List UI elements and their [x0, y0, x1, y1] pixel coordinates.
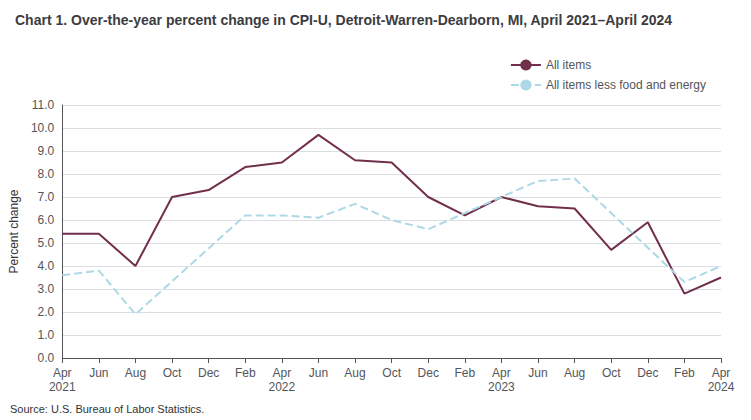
svg-text:Apr: Apr — [53, 366, 72, 380]
svg-text:Aug: Aug — [125, 366, 146, 380]
svg-text:Dec: Dec — [637, 366, 658, 380]
svg-text:Jun: Jun — [528, 366, 547, 380]
svg-text:2021: 2021 — [49, 380, 76, 394]
svg-text:Oct: Oct — [163, 366, 182, 380]
svg-text:11.0: 11.0 — [32, 98, 55, 112]
svg-text:All items: All items — [546, 58, 591, 72]
svg-text:9.0: 9.0 — [38, 144, 55, 158]
svg-text:Feb: Feb — [235, 366, 256, 380]
svg-text:1.0: 1.0 — [38, 328, 55, 342]
svg-text:Apr: Apr — [492, 366, 511, 380]
svg-text:Apr: Apr — [272, 366, 291, 380]
svg-text:Oct: Oct — [382, 366, 401, 380]
svg-text:Aug: Aug — [564, 366, 585, 380]
svg-text:All items less food and energy: All items less food and energy — [546, 78, 706, 92]
svg-text:5.0: 5.0 — [38, 236, 55, 250]
svg-text:Percent change: Percent change — [7, 189, 21, 273]
svg-text:6.0: 6.0 — [38, 213, 55, 227]
svg-text:Dec: Dec — [418, 366, 439, 380]
svg-text:3.0: 3.0 — [38, 282, 55, 296]
svg-text:Oct: Oct — [602, 366, 621, 380]
svg-text:Chart 1. Over-the-year percent: Chart 1. Over-the-year percent change in… — [15, 12, 672, 28]
svg-text:2.0: 2.0 — [38, 305, 55, 319]
svg-text:7.0: 7.0 — [38, 190, 55, 204]
svg-text:Source: U.S. Bureau of Labor S: Source: U.S. Bureau of Labor Statistics. — [10, 403, 204, 415]
svg-text:Feb: Feb — [454, 366, 475, 380]
svg-text:Jun: Jun — [89, 366, 108, 380]
svg-text:8.0: 8.0 — [38, 167, 55, 181]
svg-text:4.0: 4.0 — [38, 259, 55, 273]
svg-text:2023: 2023 — [488, 380, 515, 394]
svg-text:Feb: Feb — [674, 366, 695, 380]
svg-text:10.0: 10.0 — [31, 121, 55, 135]
svg-text:0.0: 0.0 — [38, 351, 55, 365]
svg-text:Aug: Aug — [344, 366, 365, 380]
svg-text:2022: 2022 — [268, 380, 295, 394]
svg-text:Jun: Jun — [309, 366, 328, 380]
svg-text:2024: 2024 — [708, 380, 735, 394]
svg-text:Dec: Dec — [198, 366, 219, 380]
svg-text:Apr: Apr — [712, 366, 731, 380]
